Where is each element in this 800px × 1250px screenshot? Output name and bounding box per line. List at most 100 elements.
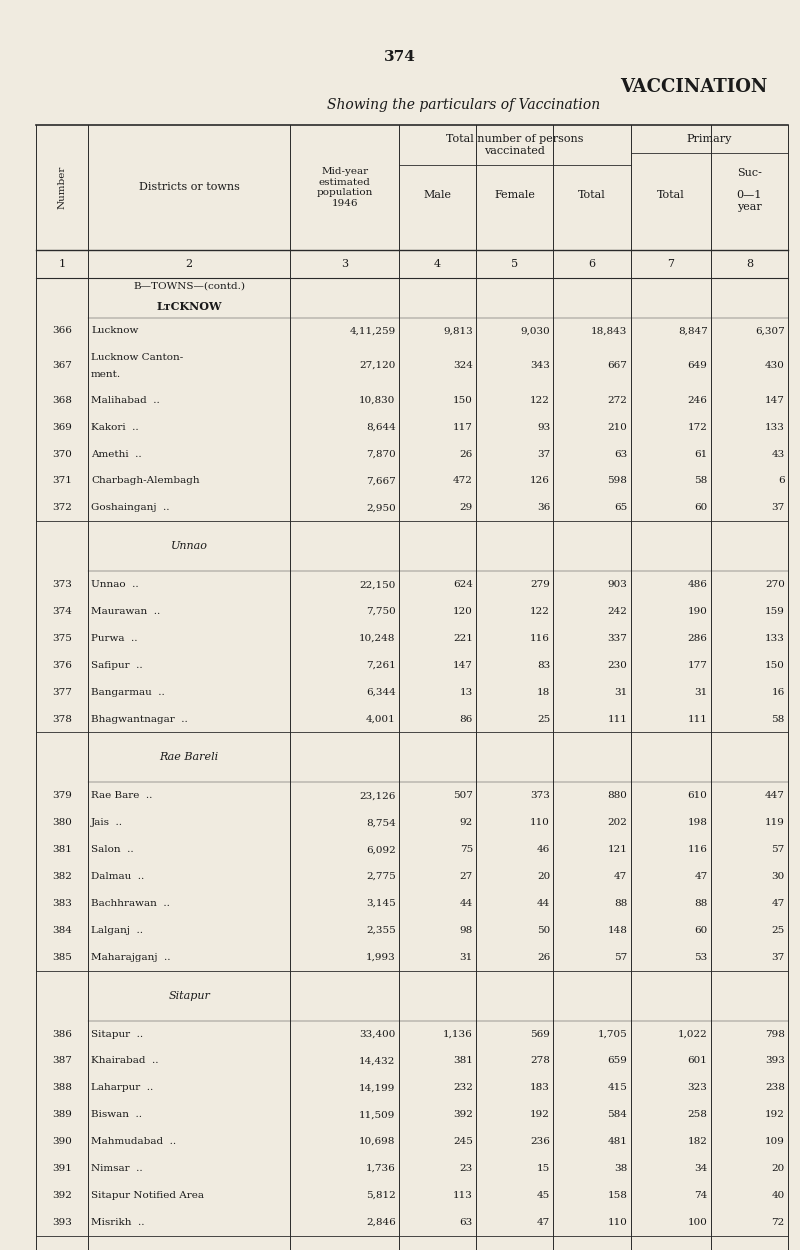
Text: 366: 366 [52,326,72,335]
Text: Mid-year
estimated
population
1946: Mid-year estimated population 1946 [317,168,373,208]
Text: 47: 47 [614,872,627,881]
Text: 25: 25 [537,715,550,724]
Text: 1: 1 [58,259,66,269]
Text: 278: 278 [530,1056,550,1065]
Text: VACCINATION: VACCINATION [621,78,768,95]
Text: 192: 192 [765,1110,785,1119]
Text: 4,11,259: 4,11,259 [350,326,396,335]
Text: 93: 93 [537,422,550,431]
Text: 53: 53 [694,952,707,961]
Text: 5,812: 5,812 [366,1191,396,1200]
Text: 29: 29 [460,504,473,512]
Text: 1,736: 1,736 [366,1164,396,1172]
Text: 9,813: 9,813 [443,326,473,335]
Text: Safipur  ..: Safipur .. [91,661,142,670]
Text: 10,698: 10,698 [359,1138,396,1146]
Text: 74: 74 [694,1191,707,1200]
Text: 44: 44 [537,899,550,908]
Text: 242: 242 [607,608,627,616]
Text: 147: 147 [765,396,785,405]
Text: Showing the particulars of Vaccination: Showing the particulars of Vaccination [327,98,600,111]
Text: Lucknow: Lucknow [91,326,138,335]
Text: 183: 183 [530,1084,550,1092]
Text: 667: 667 [607,361,627,370]
Text: 392: 392 [52,1191,72,1200]
Text: 177: 177 [688,661,707,670]
Text: 279: 279 [530,580,550,589]
Text: 44: 44 [460,899,473,908]
Text: 10,248: 10,248 [359,634,396,642]
Text: Total number of persons
vaccinated: Total number of persons vaccinated [446,134,583,156]
Text: 3: 3 [341,259,348,269]
Text: Sitapur Notified Area: Sitapur Notified Area [91,1191,204,1200]
Text: 610: 610 [688,791,707,800]
Text: 4: 4 [434,259,441,269]
Text: Bhagwantnagar  ..: Bhagwantnagar .. [91,715,188,724]
Text: 33,400: 33,400 [359,1030,396,1039]
Text: Unnao  ..: Unnao .. [91,580,138,589]
Text: 372: 372 [52,504,72,512]
Text: 43: 43 [771,450,785,459]
Text: 190: 190 [688,608,707,616]
Text: 507: 507 [453,791,473,800]
Text: Female: Female [494,190,535,200]
Text: Districts or towns: Districts or towns [138,182,239,192]
Text: 1,136: 1,136 [443,1030,473,1039]
Text: 18,843: 18,843 [591,326,627,335]
Text: 381: 381 [453,1056,473,1065]
Text: 37: 37 [771,952,785,961]
Text: 415: 415 [607,1084,627,1092]
Text: Rae Bareli: Rae Bareli [159,752,218,762]
Text: 75: 75 [460,845,473,854]
Text: Jais  ..: Jais .. [91,819,123,828]
Text: 649: 649 [688,361,707,370]
Text: 3,145: 3,145 [366,899,396,908]
Text: Salon  ..: Salon .. [91,845,134,854]
Text: 14,432: 14,432 [359,1056,396,1065]
Text: 430: 430 [765,361,785,370]
Text: 903: 903 [607,580,627,589]
Text: 30: 30 [771,872,785,881]
Text: 47: 47 [537,1218,550,1226]
Text: 7,667: 7,667 [366,476,396,485]
Text: 378: 378 [52,715,72,724]
Text: 2,950: 2,950 [366,504,396,512]
Text: Charbagh-Alembagh: Charbagh-Alembagh [91,476,200,485]
Text: 182: 182 [688,1138,707,1146]
Text: 286: 286 [688,634,707,642]
Text: 598: 598 [607,476,627,485]
Text: 472: 472 [453,476,473,485]
Text: 27,120: 27,120 [359,361,396,370]
Text: 258: 258 [688,1110,707,1119]
Text: 369: 369 [52,422,72,431]
Text: 148: 148 [607,926,627,935]
Text: B—TOWNS—(contd.): B—TOWNS—(contd.) [133,281,245,291]
Text: 119: 119 [765,819,785,828]
Text: 16: 16 [771,688,785,696]
Text: 376: 376 [52,661,72,670]
Text: 46: 46 [537,845,550,854]
Text: 393: 393 [765,1056,785,1065]
Text: 98: 98 [460,926,473,935]
Text: 31: 31 [460,952,473,961]
Text: 121: 121 [607,845,627,854]
Text: 159: 159 [765,608,785,616]
Text: Unnao: Unnao [170,541,208,551]
Text: Misrikh  ..: Misrikh .. [91,1218,145,1226]
Text: 368: 368 [52,396,72,405]
Text: Purwa  ..: Purwa .. [91,634,138,642]
Text: 72: 72 [771,1218,785,1226]
Text: Malihabad  ..: Malihabad .. [91,396,160,405]
Text: 2: 2 [186,259,193,269]
Text: 110: 110 [607,1218,627,1226]
Text: 11,509: 11,509 [359,1110,396,1119]
Text: 92: 92 [460,819,473,828]
Text: Nimsar  ..: Nimsar .. [91,1164,142,1172]
Text: 45: 45 [537,1191,550,1200]
Text: Maurawan  ..: Maurawan .. [91,608,160,616]
Text: 58: 58 [694,476,707,485]
Text: 393: 393 [52,1218,72,1226]
Text: 1,993: 1,993 [366,952,396,961]
Text: 380: 380 [52,819,72,828]
Text: 337: 337 [607,634,627,642]
